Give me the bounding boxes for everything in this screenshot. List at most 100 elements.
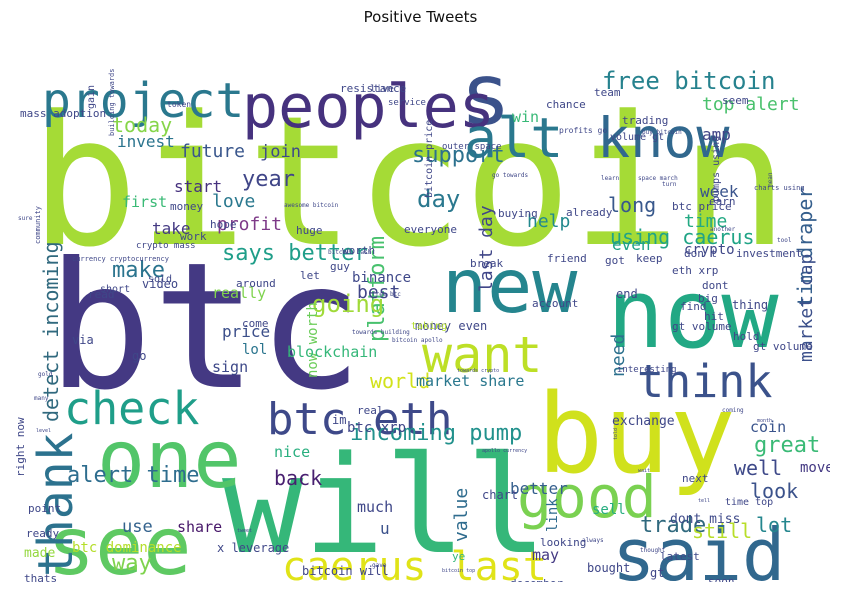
word-cloud-word: much [357, 498, 393, 516]
word-cloud-word: money even [415, 319, 487, 333]
word-cloud-word: point [28, 502, 61, 515]
word-cloud-word: end [616, 287, 638, 301]
word-cloud-word: market cap [796, 254, 817, 362]
word-cloud-word: u [380, 519, 390, 538]
word-cloud-word: caerus last [282, 544, 547, 582]
word-cloud-word: best [357, 282, 400, 303]
word-cloud-word: latest [660, 550, 700, 563]
word-cloud-word: big [698, 292, 718, 305]
word-cloud-word: space march [638, 175, 678, 182]
word-cloud-word: turn [662, 181, 677, 188]
word-cloud-word: going [312, 290, 384, 318]
word-cloud-word: taking [411, 321, 447, 332]
word-cloud-word: got [605, 254, 625, 267]
word-cloud-word: back [274, 466, 322, 490]
word-cloud-word: money [170, 200, 203, 213]
word-cloud-word: mean [767, 172, 774, 187]
word-cloud-word: short [100, 284, 130, 295]
word-cloud-word: help [527, 211, 570, 232]
word-cloud-word: community [34, 206, 42, 244]
word-cloud-word: token [167, 100, 191, 109]
word-cloud-word: today [112, 113, 172, 137]
word-cloud-word: tim draper [793, 187, 817, 307]
word-cloud-word: video [142, 277, 178, 291]
word-cloud-word: buy [537, 370, 736, 498]
word-cloud-word: guy [330, 260, 350, 273]
word-cloud-word: hold [733, 330, 760, 343]
word-cloud-word: says better [222, 241, 368, 266]
word-cloud-word: nice [274, 443, 310, 461]
word-cloud-word: move [800, 460, 830, 476]
word-cloud-word: day [417, 185, 460, 213]
word-cloud-word: dont [702, 279, 729, 292]
word-cloud-word: tool [777, 237, 792, 244]
word-cloud-word: love [212, 191, 255, 212]
word-cloud-word: sure [18, 215, 33, 222]
word-cloud-word: using caerus [610, 225, 755, 249]
word-cloud-word: resistance [340, 82, 406, 95]
word-cloud-word: apollo currency [482, 448, 527, 454]
word-cloud-word: bitcoin top [442, 568, 475, 574]
word-cloud-word: link [545, 498, 561, 532]
word-cloud-word: real [357, 404, 384, 417]
word-cloud-word: gain [86, 85, 97, 109]
word-cloud-word: x leverage [217, 541, 289, 555]
word-cloud-word: let [300, 269, 320, 282]
word-cloud-word: told [613, 428, 619, 440]
word-cloud-word: know [597, 106, 730, 170]
word-cloud-word: coin [750, 418, 786, 436]
page-title: Positive Tweets [363, 8, 478, 26]
word-cloud-word: another [710, 226, 736, 233]
word-cloud-word: next [682, 472, 709, 485]
word-cloud-word: go towards [492, 172, 529, 179]
word-cloud-word: will [222, 427, 547, 582]
word-cloud-word: future [180, 141, 245, 162]
word-cloud-word: free btc [372, 291, 401, 298]
word-cloud-word: year [242, 167, 295, 192]
word-cloud-word: worth [342, 244, 375, 257]
word-cloud-word: way [112, 551, 152, 576]
word-cloud-word: btc eth [267, 394, 452, 445]
word-cloud-word: everyone [404, 223, 457, 236]
word-cloud-word: crypto mass [136, 241, 196, 251]
word-cloud-word: project [42, 73, 244, 129]
word-cloud-word: level [36, 428, 51, 434]
word-cloud-word: volume gt [610, 132, 664, 143]
word-cloud-word: ye [452, 550, 465, 563]
word-cloud-word: well [734, 456, 782, 480]
word-cloud-word: really [212, 284, 266, 302]
word-cloud-word: join [260, 142, 301, 162]
word-cloud-word: service [388, 98, 426, 108]
word-cloud-word: friend [547, 252, 587, 265]
word-cloud-word: binance [352, 270, 411, 286]
word-cloud-word: check [64, 382, 199, 435]
word-cloud-word: need [608, 334, 629, 377]
word-cloud-word: awesome bitcoin [284, 202, 339, 209]
word-cloud-word: trade [640, 513, 706, 538]
word-cloud-word: free bitcoin [602, 67, 775, 95]
word-cloud-word: wait [638, 468, 650, 474]
word-cloud-word: chance [546, 98, 586, 111]
word-cloud-word: thank [28, 432, 84, 577]
word-cloud-word: gave [372, 562, 387, 569]
word-cloud-word: use [122, 517, 153, 537]
word-cloud-word: even [612, 235, 651, 254]
word-cloud-word: time top [725, 497, 773, 508]
word-cloud-word: read [88, 288, 115, 301]
word-cloud-word: incoming pump [350, 421, 522, 446]
word-cloud-word: keep [636, 252, 663, 265]
word-cloud-word: one [97, 413, 242, 506]
word-cloud-word: come [242, 317, 269, 330]
word-cloud-word: better [510, 479, 568, 498]
word-cloud-word: make [112, 258, 165, 283]
word-cloud-word: team [594, 86, 621, 99]
word-cloud-word: building towards [108, 69, 116, 136]
word-cloud-word: im [332, 413, 346, 427]
word-cloud-word: gt [650, 566, 664, 580]
word-cloud-word: earn [709, 195, 736, 208]
word-cloud-word: via [72, 333, 94, 347]
word-cloud-word: value [451, 488, 472, 542]
word-cloud-word: go [132, 349, 146, 363]
word-cloud-word: buying [498, 207, 538, 220]
word-cloud-word: charts using [754, 184, 805, 192]
